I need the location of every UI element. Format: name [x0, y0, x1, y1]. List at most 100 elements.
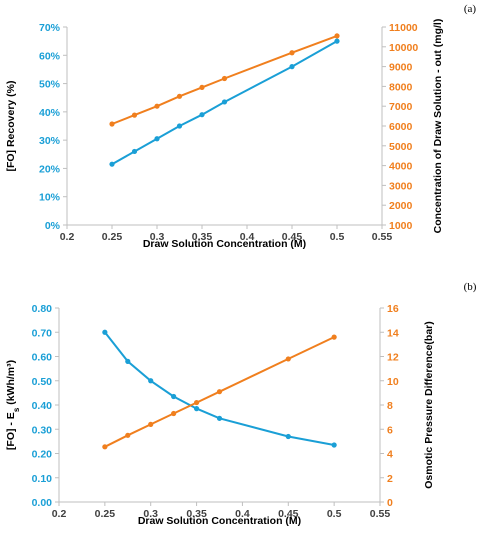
y-left-tick-label: 0.40 — [32, 400, 53, 412]
x-tick-label: 0.3 — [150, 231, 165, 243]
y-right-tick-label: 6 — [387, 424, 393, 436]
y-right-tick-label: 8 — [387, 400, 393, 412]
data-point-left — [109, 161, 115, 167]
data-point-right — [334, 33, 340, 39]
x-tick-label: 0.5 — [327, 508, 342, 520]
data-point-left — [131, 148, 138, 155]
y-right-tick-label: 4 — [387, 449, 393, 461]
x-tick-label: 0.55 — [370, 508, 391, 520]
data-point-right — [109, 121, 115, 127]
x-tick-label: 0.45 — [278, 508, 299, 520]
data-point-right — [216, 389, 223, 395]
y-right-tick-label: 3000 — [389, 180, 413, 192]
y-left-tick-label: 0.60 — [32, 352, 53, 364]
data-point-left — [176, 123, 183, 129]
data-point-left — [334, 38, 340, 44]
y-left-tick-label: 0.20 — [32, 449, 53, 461]
y-left-tick-label: 0.50 — [32, 376, 53, 388]
y-right-tick-label: 9000 — [389, 62, 413, 74]
y-left-axis-title: [FO] Recovery (%) — [5, 80, 17, 171]
data-point-right — [285, 356, 291, 362]
data-point-left — [331, 442, 337, 448]
y-right-tick-label: 14 — [387, 327, 399, 339]
y-right-tick-label: 10000 — [389, 42, 418, 54]
data-point-left — [221, 99, 228, 105]
x-tick-label: 0.5 — [330, 231, 345, 243]
y-left-tick-label: 0% — [45, 220, 61, 232]
x-tick-label: 0.2 — [60, 231, 75, 243]
x-tick-label: 0.3 — [143, 508, 158, 520]
panel-label: (b) — [464, 281, 477, 293]
series-line-left — [104, 331, 335, 446]
data-point-right — [154, 103, 160, 109]
chart-panel-b: (b) 0.2 0.25 0.3 0.35 0.4 0.45 0.5 0.55 0.00 0.10 0… — [5, 281, 477, 527]
data-point-right — [221, 75, 228, 82]
y-right-axis-title: Concentration of Draw Solution - out (mg… — [432, 19, 444, 234]
data-point-right — [331, 334, 337, 340]
data-point-left — [102, 329, 108, 335]
y-right-axis-title: Osmotic Pressure Difference(bar) — [423, 321, 435, 488]
x-tick-label: 0.45 — [282, 231, 303, 243]
y-right-tick-label: 6000 — [389, 121, 413, 133]
y-left-tick-label: 0.10 — [32, 473, 53, 485]
x-tick-label: 0.35 — [186, 508, 207, 520]
data-point-left — [216, 415, 223, 421]
y-left-tick-label: 40% — [39, 107, 61, 119]
data-point-left — [171, 393, 177, 400]
data-point-right — [289, 50, 295, 56]
y-left-tick-label: 70% — [39, 22, 61, 34]
data-point-right — [171, 410, 177, 417]
data-point-right — [125, 432, 131, 438]
y-right-tick-label: 16 — [387, 303, 399, 315]
data-point-right — [176, 93, 183, 99]
y-left-tick-label: 0.80 — [32, 303, 53, 315]
y-right-tick-label: 12 — [387, 352, 399, 364]
data-point-right — [102, 444, 108, 450]
y-left-tick-label: 20% — [39, 163, 61, 175]
data-point-left — [193, 406, 200, 412]
y-left-tick-label: 0.70 — [32, 327, 53, 339]
data-point-left — [289, 64, 295, 70]
series-line-right — [111, 34, 338, 125]
data-point-left — [125, 358, 131, 364]
data-point-right — [131, 112, 138, 118]
y-left-tick-label: 60% — [39, 50, 61, 62]
x-axis-title: Draw Solution Concentration (M) — [143, 238, 306, 250]
y-left-tick-label: 50% — [39, 79, 61, 91]
x-tick-label: 0.4 — [235, 508, 250, 520]
y-right-tick-label: 11000 — [389, 22, 418, 34]
panel-label: (a) — [464, 3, 477, 15]
y-right-tick-label: 8000 — [389, 81, 413, 93]
x-tick-label: 0.25 — [102, 231, 123, 243]
y-right-tick-label: 1000 — [389, 220, 413, 232]
y-left-tick-label: 30% — [39, 135, 61, 147]
y-right-tick-label: 2000 — [389, 200, 413, 212]
data-point-right — [148, 421, 154, 427]
y-left-axis-title: [FO] - Es (kWh/m³) — [5, 360, 21, 450]
y-right-tick-label: 0 — [387, 497, 393, 509]
data-point-left — [148, 378, 154, 384]
x-tick-label: 0.55 — [372, 231, 393, 243]
x-tick-label: 0.2 — [52, 508, 67, 520]
x-axis-title: Draw Solution Concentration (M) — [138, 515, 301, 527]
y-left-tick-label: 0.30 — [32, 424, 53, 436]
data-point-left — [285, 433, 291, 440]
series-line-right — [104, 336, 335, 448]
y-right-tick-label: 2 — [387, 473, 393, 485]
x-tick-label: 0.35 — [192, 231, 213, 243]
y-right-tick-label: 7000 — [389, 101, 413, 113]
chart-panel-a: (a) 0.2 0.25 0.3 0.35 0.4 0.45 0.5 0.55 0% 10% 20% 3… — [5, 3, 476, 250]
data-point-right — [193, 399, 200, 406]
data-point-left — [154, 136, 160, 142]
x-tick-label: 0.4 — [240, 231, 255, 243]
y-right-tick-label: 4000 — [389, 161, 413, 173]
y-right-tick-label: 10 — [387, 376, 399, 388]
series-line-left — [111, 40, 338, 166]
y-left-tick-label: 0.00 — [32, 497, 53, 509]
y-left-tick-label: 10% — [39, 192, 61, 204]
data-point-left — [199, 112, 205, 118]
y-right-tick-label: 5000 — [389, 141, 413, 153]
data-point-right — [199, 84, 205, 90]
